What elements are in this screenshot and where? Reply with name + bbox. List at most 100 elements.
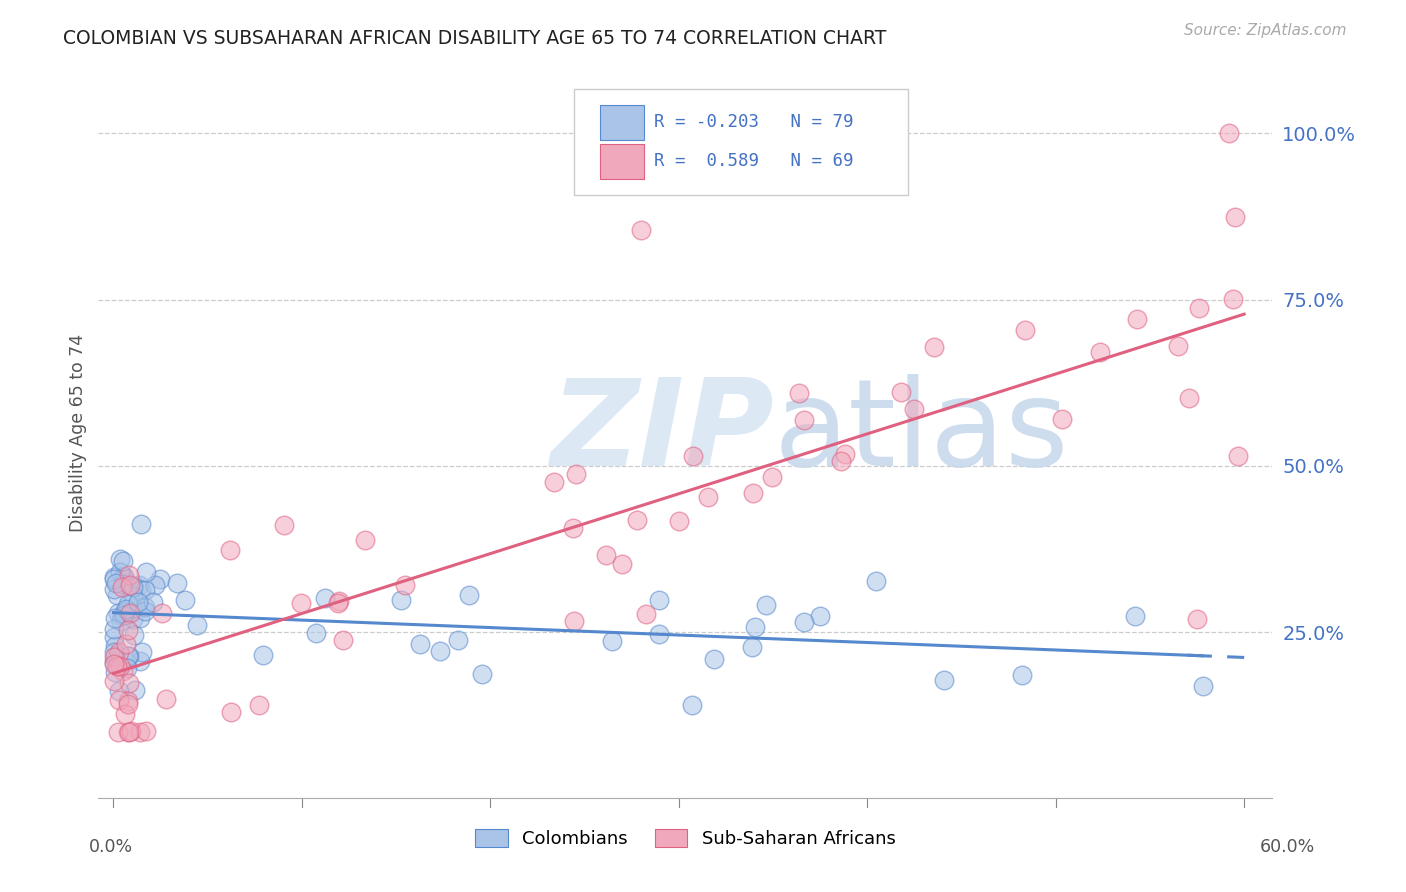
Point: [118, 724, 141, 739]
Point: [1218, 127, 1240, 141]
Point: [111, 664, 134, 678]
Text: ZIP: ZIP: [550, 374, 775, 491]
Point: [634, 607, 657, 621]
Point: [457, 588, 479, 602]
Point: [128, 611, 150, 625]
Point: [107, 724, 129, 739]
Point: [114, 654, 136, 668]
Point: [1226, 449, 1249, 463]
Point: [681, 698, 703, 712]
Point: [219, 706, 242, 720]
Point: [149, 573, 172, 587]
Point: [648, 592, 671, 607]
Point: [108, 565, 131, 579]
Point: [787, 385, 810, 400]
Point: [353, 533, 375, 547]
Point: [118, 578, 141, 592]
Text: R = -0.203   N = 79: R = -0.203 N = 79: [654, 113, 853, 131]
Point: [932, 673, 955, 687]
Point: [389, 593, 412, 607]
Point: [741, 640, 763, 655]
Point: [1126, 312, 1149, 326]
Point: [626, 513, 648, 527]
Point: [103, 630, 125, 644]
Point: [121, 612, 143, 626]
Point: [697, 491, 720, 505]
FancyBboxPatch shape: [600, 144, 644, 178]
Point: [744, 620, 766, 634]
Point: [115, 637, 138, 651]
Point: [328, 594, 350, 608]
Legend: Colombians, Sub-Saharan Africans: Colombians, Sub-Saharan Africans: [468, 822, 903, 855]
Point: [890, 384, 912, 399]
Point: [755, 599, 778, 613]
Point: [117, 597, 139, 611]
Point: [104, 665, 127, 680]
Point: [166, 575, 188, 590]
Point: [1125, 608, 1147, 623]
Point: [595, 549, 617, 563]
Point: [273, 518, 295, 533]
Point: [124, 683, 146, 698]
Point: [134, 604, 156, 618]
Point: [1178, 391, 1201, 405]
Point: [742, 485, 765, 500]
Point: [903, 402, 925, 417]
Point: [117, 697, 139, 711]
Point: [326, 596, 349, 610]
Point: [131, 582, 153, 597]
Point: [110, 614, 132, 628]
Point: [112, 569, 135, 583]
Point: [155, 692, 177, 706]
Point: [682, 450, 704, 464]
Point: [332, 633, 354, 648]
Point: [429, 644, 451, 658]
Point: [1088, 344, 1111, 359]
Point: [117, 724, 139, 739]
Point: [218, 542, 240, 557]
Point: [409, 637, 432, 651]
Point: [103, 645, 125, 659]
Point: [111, 609, 134, 624]
Text: COLOMBIAN VS SUBSAHARAN AFRICAN DISABILITY AGE 65 TO 74 CORRELATION CHART: COLOMBIAN VS SUBSAHARAN AFRICAN DISABILI…: [63, 29, 887, 47]
Point: [143, 578, 166, 592]
Point: [104, 576, 127, 591]
Point: [668, 515, 690, 529]
Point: [830, 454, 852, 468]
Point: [111, 580, 134, 594]
Point: [1011, 668, 1033, 682]
Point: [761, 469, 783, 483]
Point: [112, 605, 135, 619]
Point: [112, 569, 135, 583]
Point: [128, 654, 150, 668]
Point: [561, 520, 583, 534]
Point: [562, 615, 585, 629]
Point: [107, 645, 129, 659]
Point: [104, 611, 127, 625]
Text: 60.0%: 60.0%: [1260, 838, 1315, 855]
Point: [1223, 210, 1246, 224]
Point: [104, 639, 127, 653]
Point: [118, 676, 141, 690]
Point: [117, 648, 139, 663]
Point: [1185, 612, 1208, 626]
Point: [565, 467, 588, 481]
Point: [808, 609, 831, 624]
Point: [152, 606, 174, 620]
Point: [120, 724, 142, 739]
Point: [630, 223, 652, 237]
Point: [108, 551, 131, 566]
Point: [112, 554, 135, 568]
Point: [247, 698, 270, 712]
Point: [447, 633, 470, 648]
Point: [127, 595, 149, 609]
FancyBboxPatch shape: [574, 89, 908, 195]
Point: [129, 724, 152, 739]
Point: [252, 648, 274, 662]
Point: [122, 627, 145, 641]
Text: R =  0.589   N = 69: R = 0.589 N = 69: [654, 153, 853, 170]
Point: [1014, 323, 1036, 337]
Point: [128, 577, 150, 591]
Point: [103, 657, 125, 672]
Point: [108, 659, 131, 673]
